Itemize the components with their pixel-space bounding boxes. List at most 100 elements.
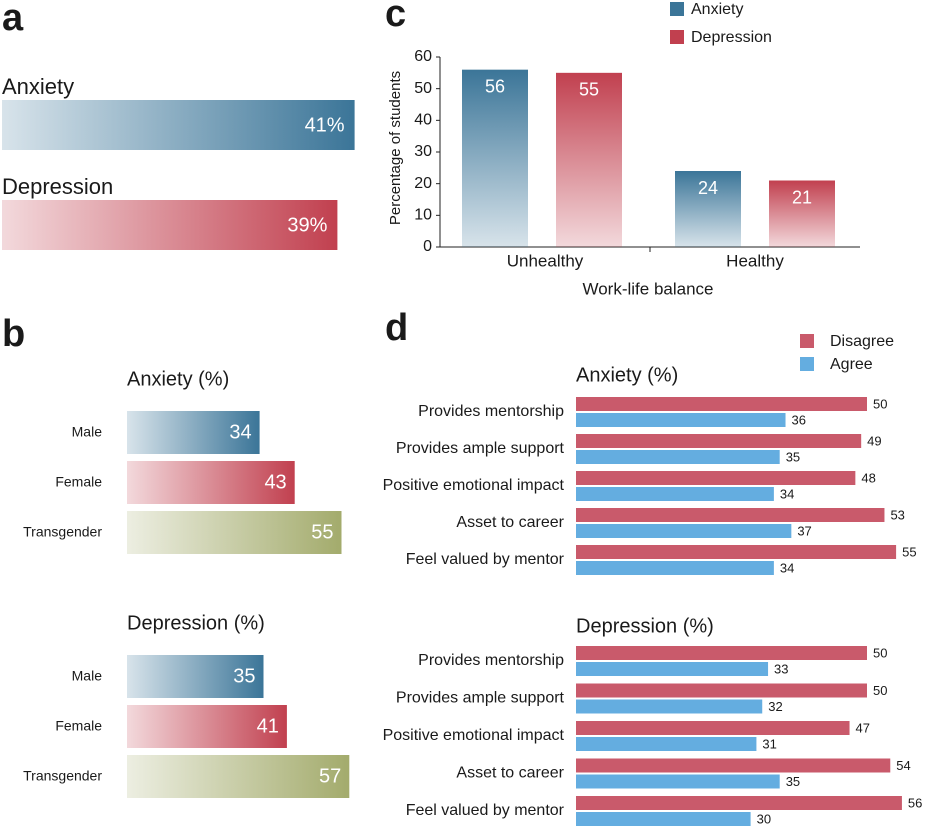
- legend-swatch: [670, 2, 684, 16]
- category-label: Feel valued by mentor: [406, 802, 565, 819]
- category-label: Positive emotional impact: [383, 477, 565, 494]
- y-tick-label: 10: [414, 207, 432, 224]
- value-label: 34: [780, 560, 794, 575]
- bar: [576, 683, 867, 698]
- value-label: 34: [229, 421, 251, 443]
- value-label: 54: [896, 758, 910, 773]
- value-label: 36: [792, 412, 806, 427]
- value-label: 34: [780, 486, 794, 501]
- bar: [576, 812, 751, 826]
- legend-swatch: [670, 30, 684, 44]
- category-label: Positive emotional impact: [383, 727, 565, 744]
- category-label: Provides ample support: [396, 690, 565, 707]
- value-label: 43: [264, 471, 286, 493]
- bar: [127, 655, 264, 698]
- bar: [576, 434, 862, 448]
- bar: [576, 413, 786, 427]
- value-label: 39%: [287, 214, 327, 236]
- value-label: 57: [319, 765, 341, 787]
- bar: [576, 397, 867, 411]
- bar: [576, 737, 757, 751]
- y-tick-label: 40: [414, 112, 432, 129]
- value-label: 55: [579, 80, 599, 100]
- value-label: 55: [311, 521, 333, 543]
- value-label: 24: [698, 178, 718, 198]
- value-label: 31: [762, 736, 776, 751]
- value-label: 33: [774, 661, 788, 676]
- y-tick-label: 30: [414, 143, 432, 160]
- bar: [127, 411, 260, 454]
- x-tick-label: Healthy: [726, 251, 784, 270]
- category-label: Asset to career: [456, 514, 564, 531]
- value-label: 35: [233, 665, 255, 687]
- bar: [127, 461, 295, 504]
- value-label: 41: [257, 715, 279, 737]
- bar: [576, 699, 763, 714]
- category-label: Provides ample support: [396, 440, 565, 457]
- bar: [576, 646, 867, 660]
- value-label: 49: [867, 433, 881, 448]
- value-label: 56: [485, 76, 505, 96]
- value-label: 48: [861, 470, 875, 485]
- value-label: 37: [797, 523, 811, 538]
- value-label: 50: [873, 645, 887, 660]
- value-label: 50: [873, 683, 887, 698]
- legend-swatch: [800, 357, 814, 371]
- bar: [127, 705, 287, 748]
- y-tick-label: 0: [423, 238, 432, 255]
- panel-label: a: [2, 0, 24, 39]
- legend-label: Agree: [830, 356, 873, 373]
- value-label: 30: [757, 811, 771, 826]
- category-label: Male: [72, 424, 103, 440]
- y-tick-label: 20: [414, 175, 432, 192]
- bar: [2, 100, 355, 150]
- x-tick-label: Unhealthy: [507, 251, 584, 270]
- bar: [576, 545, 897, 559]
- category-label: Feel valued by mentor: [406, 551, 565, 568]
- category-label: Depression: [2, 174, 113, 199]
- bar: [576, 487, 774, 501]
- bar: [675, 171, 741, 247]
- legend-swatch: [800, 334, 814, 348]
- category-label: Provides mentorship: [418, 403, 564, 420]
- panel-label: d: [385, 307, 408, 349]
- value-label: 35: [786, 449, 800, 464]
- y-tick-label: 50: [414, 80, 432, 97]
- value-label: 35: [786, 774, 800, 789]
- value-label: 21: [792, 187, 812, 207]
- legend-label: Disagree: [830, 333, 894, 350]
- bar: [576, 796, 902, 810]
- value-label: 41%: [305, 114, 345, 136]
- panel-label: b: [2, 313, 25, 355]
- bar: [576, 721, 850, 735]
- bar: [576, 471, 856, 485]
- legend-label: Depression: [691, 29, 772, 46]
- y-tick-label: 60: [414, 48, 432, 65]
- value-label: 47: [856, 720, 870, 735]
- category-label: Provides mentorship: [418, 652, 564, 669]
- value-label: 55: [902, 544, 916, 559]
- group-title: Anxiety (%): [576, 364, 678, 386]
- bar: [556, 72, 622, 247]
- bar: [576, 524, 792, 538]
- bar: [576, 662, 769, 676]
- x-axis-title: Work-life balance: [582, 279, 713, 298]
- bar: [769, 180, 835, 247]
- category-label: Anxiety: [2, 74, 74, 99]
- bar: [127, 511, 342, 554]
- bar: [127, 755, 350, 798]
- value-label: 32: [768, 699, 782, 714]
- category-label: Transgender: [23, 768, 102, 784]
- bar: [576, 758, 891, 773]
- category-label: Female: [55, 474, 102, 490]
- bar: [462, 69, 528, 248]
- category-label: Female: [55, 718, 102, 734]
- panel-label: c: [385, 0, 406, 35]
- legend-label: Anxiety: [691, 1, 743, 18]
- bar: [576, 450, 780, 464]
- value-label: 56: [908, 795, 922, 810]
- value-label: 53: [890, 507, 904, 522]
- group-title: Anxiety (%): [127, 368, 229, 390]
- value-label: 50: [873, 396, 887, 411]
